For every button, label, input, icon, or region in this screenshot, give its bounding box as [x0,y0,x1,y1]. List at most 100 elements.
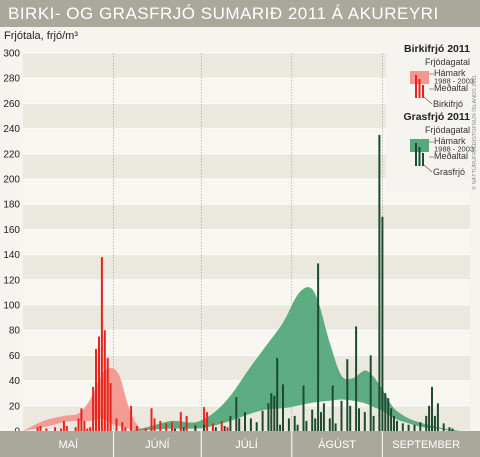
birch-bar [130,405,133,431]
y-tick-label: 100 [3,301,20,312]
grass-legend-subtitle: Frjódagatal [425,125,470,135]
grass-bar [282,384,284,431]
birch-bar [165,423,168,431]
grass-bar [244,412,246,431]
birch-bar [80,408,83,431]
birch-bar [95,349,97,431]
grass-bar [419,422,422,431]
grass-bar [270,393,273,431]
grass-legend-bar-swatch [415,143,417,166]
y-tick-label: 200 [3,175,20,186]
grass-bar [238,418,241,431]
grass-bar [369,355,372,431]
grass-bar [378,134,381,431]
birch-bar [109,383,112,431]
grass-bar [331,385,334,431]
grass-bar [287,418,290,431]
month-label: ÁGÚST [318,438,356,451]
birch-bar [103,330,106,431]
birch-legend-leader [423,96,433,105]
birch-range-band [23,367,146,432]
y-axis-label: Frjótala, frjó/m³ [4,30,78,42]
y-tick-label: 280 [3,74,20,85]
grass-bar [436,403,439,431]
birch-bar [86,428,89,431]
grass-bar [182,427,185,431]
grass-bar [396,420,398,431]
birch-bar [106,357,109,431]
grass-bar [328,418,331,431]
grass-bar [346,359,349,431]
grass-bar [387,398,390,431]
grass-bar [349,405,352,431]
grass-bar [340,400,343,431]
birch-legend-bar-swatch [415,75,417,98]
birch-bar [135,426,138,431]
birch-bar [83,420,86,431]
grass-bar [317,263,320,431]
grass-legend-avg-label: Meðaltal [434,151,468,161]
grid-band [23,330,470,356]
y-tick-label: 160 [3,225,20,236]
birch-bar [62,420,65,431]
birch-bar [45,428,48,431]
grass-bar [358,408,360,431]
birch-bar [92,386,95,431]
birch-bar [74,427,77,431]
grass-legend-bar-swatch [418,147,421,166]
credit-text: © NÁTTÚRUFRÆÐISTOFNUN ÍSLANDS 2011 [471,75,478,190]
grass-bar [194,426,197,431]
grass-legend-series-label: Grasfrjó [433,167,465,177]
birch-bar [226,427,229,431]
birch-bar [39,426,42,431]
y-tick-label: 20 [9,401,21,412]
birch-bar [115,418,118,431]
birch-bar [60,428,62,431]
grid-band [23,279,470,305]
grass-bar [413,424,416,431]
y-tick-label: 260 [3,99,20,110]
birch-legend-avg-label: Meðaltal [434,83,468,93]
birch-bar [171,422,173,431]
grass-bar [451,428,454,431]
grass-bar [214,427,217,431]
month-label: JÚNÍ [145,438,170,451]
grass-legend-max-label: Hámark [434,136,466,146]
y-tick-label: 180 [3,200,20,211]
birch-bar [206,412,209,431]
grass-bar [302,385,305,431]
grass-bar [311,409,314,431]
month-label: MAÍ [59,438,80,451]
grass-bar [229,415,232,431]
birch-legend-series-label: Birkifrjó [433,99,463,109]
birch-bar [144,428,147,431]
month-label: SEPTEMBER [392,439,460,451]
grass-bar [276,357,279,431]
birch-legend-period: 1988 - 2003 [434,77,474,86]
grass-bar [401,423,404,431]
grass-bar [425,415,428,431]
grass-bar [384,393,387,431]
birch-bar [100,257,103,431]
grass-bar [320,412,322,431]
grass-bar [448,427,451,431]
grass-bar [433,415,436,431]
grid-band [23,305,470,331]
birch-bar [211,423,214,431]
grass-bar [334,423,337,431]
grass-bar [407,424,410,431]
chart-title: BIRKI- OG GRASFRJÓ SUMARIÐ 2011 Á AKUREY… [8,4,439,23]
birch-legend-subtitle: Frjódagatal [425,57,470,67]
birch-legend-title: Birkifrjó 2011 [404,43,470,55]
grass-bar [235,397,238,431]
grass-legend-title: Grasfrjó 2011 [403,111,470,123]
y-tick-label: 80 [9,326,21,337]
y-tick-label: 140 [3,250,20,261]
y-tick-label: 40 [9,376,21,387]
birch-bar [77,418,80,431]
birch-bar [98,336,100,431]
birch-bar [54,427,57,431]
grass-bar [393,415,395,431]
